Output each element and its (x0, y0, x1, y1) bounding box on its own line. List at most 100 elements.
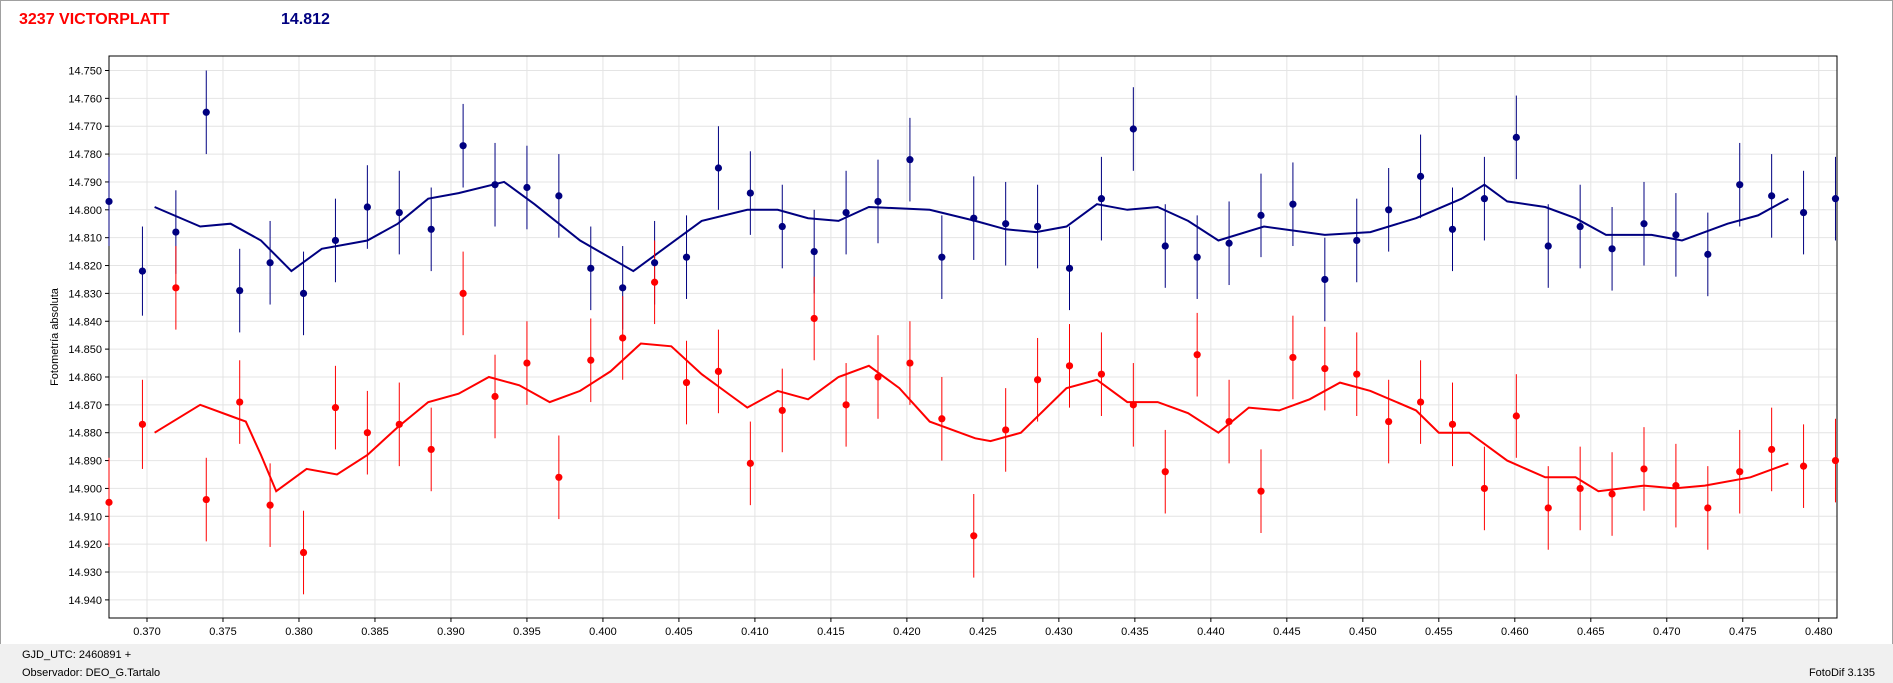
red-data-point (1576, 484, 1584, 493)
red-data-point (1033, 376, 1042, 384)
x-tick-label: 0.420 (893, 626, 921, 638)
blue-data-point (1640, 220, 1648, 228)
blue-data-point (906, 156, 914, 164)
blue-data-point (1129, 125, 1137, 133)
x-tick-label: 0.395 (513, 626, 541, 638)
red-data-point (906, 359, 914, 367)
x-tick-label: 0.380 (285, 626, 313, 638)
y-tick-label: 14.860 (68, 372, 102, 384)
y-tick-label: 14.880 (68, 428, 102, 440)
red-data-point (1193, 351, 1201, 359)
red-data-point (1448, 420, 1457, 428)
blue-data-point (172, 228, 180, 236)
blue-data-point (1416, 172, 1425, 180)
red-data-point (1097, 370, 1106, 378)
red-data-point (491, 392, 499, 401)
blue-data-point (651, 259, 659, 267)
red-data-point (1672, 482, 1680, 490)
red-data-point (105, 498, 113, 506)
blue-data-point (1033, 222, 1042, 231)
red-data-point (1608, 490, 1616, 498)
red-data-point (331, 404, 340, 412)
blue-data-point (714, 164, 723, 172)
x-tick-label: 0.375 (209, 626, 237, 638)
blue-data-point (1161, 242, 1169, 250)
red-data-point (1289, 353, 1297, 362)
x-tick-label: 0.470 (1653, 626, 1681, 638)
gjd-reference: GJD_UTC: 2460891 + (22, 649, 132, 661)
blue-data-point (746, 189, 754, 197)
x-tick-label: 0.410 (741, 626, 769, 638)
x-tick-label: 0.475 (1729, 626, 1757, 638)
red-data-point (236, 398, 244, 406)
chart-window: 3237 VICTORPLATT 14.812 14.750 14.760 14.7… (0, 0, 1893, 645)
red-data-point (714, 367, 723, 376)
app-version: FotoDif 3.135 (1808, 667, 1875, 679)
plot-area (108, 55, 1838, 619)
red-data-point (1416, 398, 1425, 406)
blue-data-point (236, 287, 244, 295)
red-data-point (1321, 365, 1329, 373)
red-data-point (746, 459, 754, 467)
red-data-point (1640, 465, 1648, 473)
blue-data-point (202, 108, 210, 116)
red-data-point (1512, 412, 1520, 420)
blue-data-point (331, 236, 340, 245)
blue-data-point (1512, 133, 1520, 141)
blue-data-point (1480, 195, 1489, 203)
y-tick-label: 14.790 (68, 177, 102, 189)
red-data-point (1161, 468, 1169, 476)
blue-data-point (842, 208, 850, 217)
blue-fit-curve (154, 180, 1789, 273)
y-axis-label: Fotometría absoluta (49, 287, 61, 386)
red-data-point (1065, 362, 1074, 370)
red-data-point (1831, 456, 1840, 465)
blue-data-point (105, 197, 113, 206)
blue-data-point (363, 203, 371, 211)
red-data-point (427, 445, 435, 454)
blue-data-point (1065, 264, 1074, 272)
red-data-point (299, 548, 308, 557)
blue-data-point (810, 247, 818, 256)
blue-data-point (619, 284, 627, 292)
error-bars (108, 70, 1836, 595)
x-tick-label: 0.445 (1273, 626, 1301, 638)
blue-data-point (1704, 250, 1712, 258)
y-tick-label: 14.900 (68, 483, 102, 495)
x-tick-label: 0.370 (133, 626, 161, 638)
blue-data-point (778, 222, 786, 231)
red-data-point (619, 334, 627, 342)
red-data-point (970, 532, 978, 540)
x-tick-label: 0.480 (1805, 626, 1833, 638)
blue-data-point (1321, 275, 1329, 284)
red-data-point (778, 406, 786, 415)
blue-data-point (459, 142, 467, 150)
blue-data-point (491, 181, 499, 189)
red-data-point (138, 420, 147, 428)
blue-data-point (682, 253, 691, 261)
blue-data-point (1353, 236, 1361, 245)
red-data-point (1257, 487, 1265, 495)
y-tick-label: 14.940 (68, 595, 102, 607)
blue-data-point (1002, 220, 1010, 228)
y-axis-ticks: 14.750 14.760 14.770 14.780 14.790 14.800 14.8… (68, 65, 109, 607)
blue-data-point (299, 289, 308, 297)
red-data-point (523, 359, 531, 367)
x-axis-ticks: 0.370 0.375 0.380 0.385 0.390 0.395 0.400 0.405… (133, 618, 1833, 638)
red-data-point (874, 373, 882, 381)
blue-data-point (395, 208, 403, 217)
red-fit-curve (154, 342, 1789, 493)
red-data-point (266, 501, 274, 509)
magnitude-value: 14.812 (281, 11, 330, 28)
blue-data-point (1576, 222, 1584, 231)
x-tick-label: 0.440 (1197, 626, 1225, 638)
blue-data-point (1672, 231, 1680, 239)
red-data-point (1002, 426, 1010, 434)
light-curve-chart: 14.750 14.760 14.770 14.780 14.790 14.800 14.8… (49, 55, 1840, 638)
blue-data-point (1736, 181, 1744, 189)
blue-data-point (555, 192, 563, 200)
blue-data-point (138, 267, 147, 275)
red-data-point (555, 473, 563, 481)
blue-data-point (1799, 208, 1808, 217)
y-tick-label: 14.780 (68, 149, 102, 161)
